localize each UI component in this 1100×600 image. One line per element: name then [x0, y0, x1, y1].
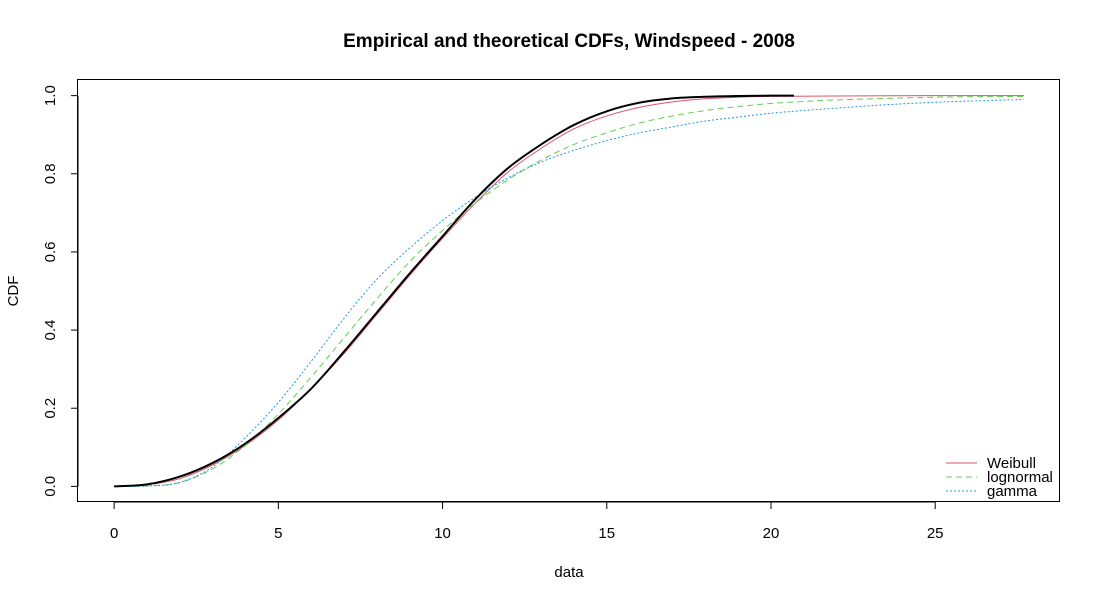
- y-tick-label: 0.8: [42, 163, 59, 184]
- y-tick-label: 0.0: [42, 476, 59, 497]
- empirical-cdf-line: [114, 94, 794, 488]
- y-tick-label: 0.4: [42, 320, 59, 341]
- series-lognormal-line: [114, 95, 1024, 487]
- series-gamma-line: [114, 99, 1024, 487]
- x-axis-label: data: [554, 564, 584, 581]
- x-axis: 0 5 10 15 20 25: [110, 501, 944, 542]
- legend-label-weibull: Weibull: [987, 455, 1036, 472]
- x-tick-label: 15: [598, 525, 615, 542]
- x-tick-label: 20: [763, 525, 780, 542]
- y-tick-label: 1.0: [42, 85, 59, 106]
- y-tick-label: 0.2: [42, 398, 59, 419]
- y-tick-label: 0.6: [42, 241, 59, 262]
- chart-title: Empirical and theoretical CDFs, Windspee…: [343, 31, 795, 52]
- x-tick-label: 0: [110, 525, 118, 542]
- x-tick-label: 25: [927, 525, 944, 542]
- x-tick-label: 5: [274, 525, 282, 542]
- plot-area-box: [77, 79, 1060, 502]
- series-weibull-line: [114, 95, 1024, 487]
- legend-label-gamma: gamma: [987, 483, 1038, 500]
- y-axis: 0.0 0.2 0.4 0.6 0.8 1.0: [42, 85, 79, 497]
- series-layer: [114, 94, 1024, 488]
- x-tick-label: 10: [434, 525, 451, 542]
- legend-label-lognormal: lognormal: [987, 469, 1053, 486]
- y-axis-label: CDF: [5, 276, 22, 307]
